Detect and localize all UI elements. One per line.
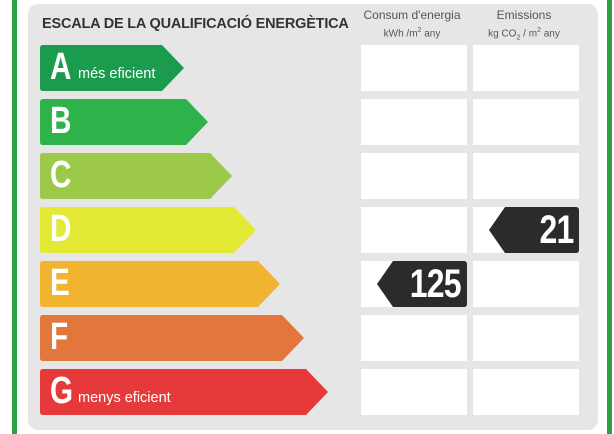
emissions-cell-c (473, 153, 579, 199)
energy-column-unit: kWh /m2 any (383, 27, 441, 40)
class-letter: A (50, 46, 72, 88)
emissions-column-label: Emissions (496, 8, 552, 22)
emissions-cell-f (473, 315, 579, 361)
frame-border-left (12, 0, 17, 434)
class-letter: G (50, 370, 74, 412)
class-letter: C (50, 154, 72, 196)
emissions-cell-a (473, 45, 579, 91)
emissions-column-header: Emissions kg CO2 / m2 any (470, 8, 578, 45)
energy-cell-a (361, 45, 467, 91)
label-title: ESCALA DE LA QUALIFICACIÓ ENERGÈTICA (42, 16, 349, 32)
energy-cell-c (361, 153, 467, 199)
energy-column-label: Consum d'energia (363, 8, 461, 22)
energy-rating-marker: 125 (377, 261, 467, 307)
frame-border-right (607, 0, 612, 434)
energy-rating-marker-value: 125 (410, 262, 462, 306)
emissions-rating-marker-value: 21 (539, 208, 574, 252)
emissions-rating-marker: 21 (489, 207, 579, 253)
energy-cell-b (361, 99, 467, 145)
class-bar-e: E (40, 261, 280, 307)
energy-column-header: Consum d'energia kWh /m2 any (358, 8, 466, 41)
energy-cell-d (361, 207, 467, 253)
energy-cell-f (361, 315, 467, 361)
class-letter: E (50, 262, 70, 304)
class-bar-b: B (40, 99, 208, 145)
class-letter: F (50, 316, 69, 358)
class-letter: B (50, 100, 72, 142)
energy-cell-g (361, 369, 467, 415)
class-bar-c: C (40, 153, 232, 199)
emissions-cell-g (473, 369, 579, 415)
class-sublabel: menys eficient (78, 390, 171, 406)
class-sublabel: més eficient (78, 66, 156, 82)
class-bar-d: D (40, 207, 256, 253)
class-bar-f: F (40, 315, 304, 361)
class-letter: D (50, 208, 72, 250)
emissions-column-unit: kg CO2 / m2 any (488, 27, 560, 42)
emissions-cell-b (473, 99, 579, 145)
emissions-cell-e (473, 261, 579, 307)
